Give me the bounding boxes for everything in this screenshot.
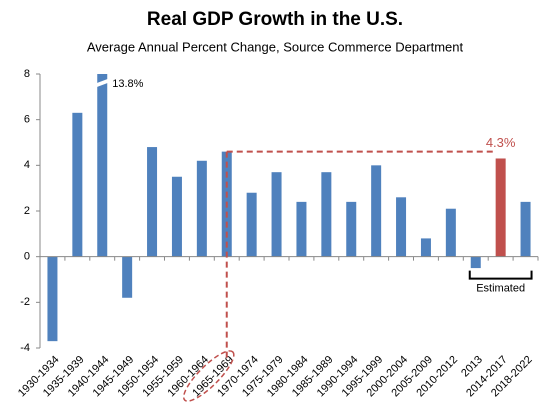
bar bbox=[196, 160, 207, 257]
bar bbox=[396, 197, 407, 257]
bar bbox=[72, 112, 83, 257]
y-tick-label: 6 bbox=[24, 114, 30, 126]
bar bbox=[122, 256, 133, 298]
bar bbox=[271, 172, 282, 257]
axis-break bbox=[94, 78, 111, 88]
estimated-bracket bbox=[468, 270, 533, 280]
value-label: 13.8% bbox=[112, 78, 143, 90]
chart-title: Real GDP Growth in the U.S. bbox=[147, 9, 403, 30]
bar bbox=[495, 158, 506, 257]
y-tick-label: -2 bbox=[20, 296, 30, 308]
bar bbox=[296, 201, 307, 257]
bar bbox=[445, 208, 456, 257]
bar bbox=[520, 201, 531, 257]
chart-subtitle: Average Annual Percent Change, Source Co… bbox=[87, 39, 464, 54]
bar bbox=[171, 176, 182, 257]
bar bbox=[147, 147, 158, 257]
bar bbox=[420, 238, 431, 257]
y-tick-label: 2 bbox=[24, 205, 30, 217]
bar bbox=[97, 74, 108, 257]
bar bbox=[371, 165, 382, 257]
annotation: Estimated bbox=[476, 283, 525, 295]
y-tick-label: 4 bbox=[24, 159, 30, 171]
y-tick-label: -4 bbox=[20, 342, 30, 354]
bar bbox=[246, 192, 257, 257]
y-tick-label: 0 bbox=[24, 251, 30, 263]
bar bbox=[321, 172, 332, 257]
label-highlight bbox=[182, 350, 235, 402]
bar bbox=[47, 256, 58, 342]
bar bbox=[346, 201, 357, 257]
value-label: 4.3% bbox=[486, 135, 516, 150]
y-tick-label: 8 bbox=[24, 68, 30, 80]
bar bbox=[470, 256, 481, 269]
